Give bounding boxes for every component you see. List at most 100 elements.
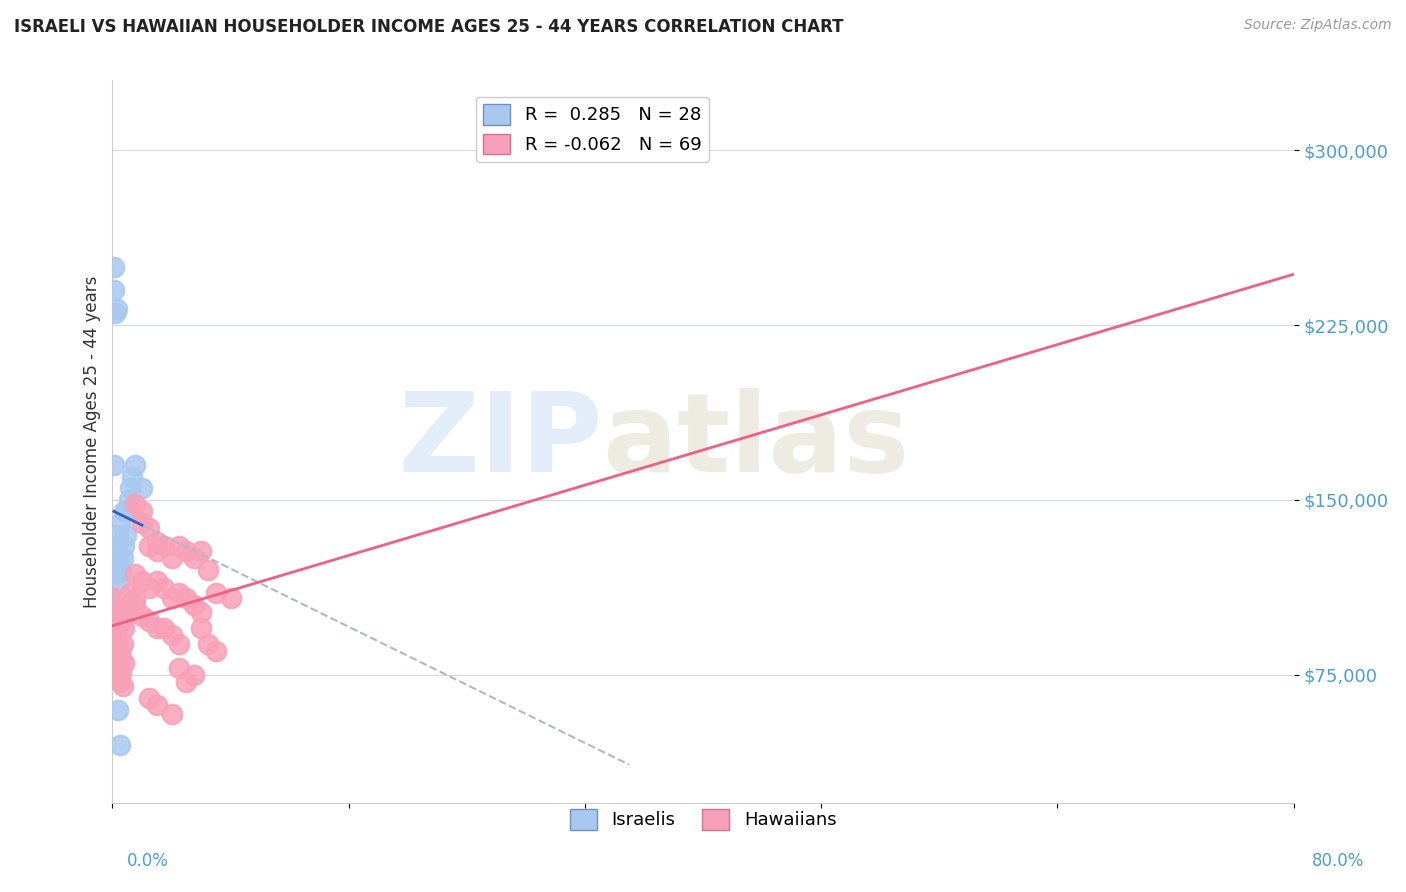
Point xyxy=(167,660,190,674)
Point xyxy=(105,644,128,658)
Point xyxy=(190,621,212,635)
Y-axis label: Householder Income Ages 25 - 44 years: Householder Income Ages 25 - 44 years xyxy=(83,276,101,607)
Point xyxy=(174,674,197,689)
Point xyxy=(131,574,153,589)
Text: Source: ZipAtlas.com: Source: ZipAtlas.com xyxy=(1244,18,1392,32)
Point xyxy=(104,637,127,651)
Point xyxy=(131,504,153,518)
Point xyxy=(138,540,160,554)
Point xyxy=(105,667,128,681)
Point xyxy=(107,551,129,566)
Point xyxy=(108,644,131,658)
Point xyxy=(107,609,129,624)
Point xyxy=(104,614,127,628)
Point xyxy=(174,591,197,605)
Point xyxy=(160,628,183,642)
Point xyxy=(120,481,142,495)
Point xyxy=(167,637,190,651)
Point xyxy=(146,534,169,549)
Point xyxy=(105,301,128,316)
Point xyxy=(138,690,160,705)
Point xyxy=(205,586,228,600)
Text: 80.0%: 80.0% xyxy=(1312,852,1364,870)
Text: 0.0%: 0.0% xyxy=(127,852,169,870)
Point xyxy=(190,605,212,619)
Point xyxy=(103,458,125,472)
Point xyxy=(174,544,197,558)
Point xyxy=(111,679,134,693)
Point xyxy=(110,665,132,680)
Point xyxy=(112,621,135,635)
Point xyxy=(197,563,219,577)
Point xyxy=(138,521,160,535)
Point xyxy=(108,738,131,752)
Point xyxy=(197,637,219,651)
Point xyxy=(103,551,125,566)
Legend: Israelis, Hawaiians: Israelis, Hawaiians xyxy=(562,802,844,837)
Point xyxy=(105,621,128,635)
Point xyxy=(160,551,183,566)
Point xyxy=(114,528,136,542)
Point xyxy=(111,551,134,566)
Point xyxy=(131,516,153,530)
Point xyxy=(183,667,205,681)
Point xyxy=(105,540,128,554)
Point xyxy=(124,567,146,582)
Point xyxy=(107,702,129,716)
Point xyxy=(167,540,190,554)
Point xyxy=(103,591,125,605)
Point xyxy=(103,591,125,605)
Point xyxy=(110,651,132,665)
Point xyxy=(138,582,160,596)
Point xyxy=(104,621,127,635)
Point xyxy=(117,504,138,518)
Text: ZIP: ZIP xyxy=(399,388,603,495)
Point xyxy=(111,609,134,624)
Text: atlas: atlas xyxy=(603,388,910,495)
Point xyxy=(112,656,135,670)
Point xyxy=(112,540,135,554)
Point xyxy=(104,660,127,674)
Point xyxy=(124,498,146,512)
Point xyxy=(108,674,131,689)
Point xyxy=(107,528,129,542)
Point xyxy=(146,574,169,589)
Point xyxy=(160,707,183,722)
Point xyxy=(104,563,127,577)
Point xyxy=(124,591,146,605)
Point xyxy=(219,591,242,605)
Point xyxy=(183,551,205,566)
Point xyxy=(124,458,146,472)
Point xyxy=(138,614,160,628)
Point xyxy=(112,504,135,518)
Point xyxy=(107,660,129,674)
Point xyxy=(103,632,125,647)
Point xyxy=(160,591,183,605)
Point xyxy=(146,698,169,712)
Point xyxy=(104,306,127,320)
Point xyxy=(121,469,143,483)
Text: ISRAELI VS HAWAIIAN HOUSEHOLDER INCOME AGES 25 - 44 YEARS CORRELATION CHART: ISRAELI VS HAWAIIAN HOUSEHOLDER INCOME A… xyxy=(14,18,844,36)
Point xyxy=(120,586,142,600)
Point xyxy=(105,567,128,582)
Point xyxy=(107,637,129,651)
Point xyxy=(153,582,176,596)
Point xyxy=(205,644,228,658)
Point xyxy=(117,598,138,612)
Point xyxy=(110,614,132,628)
Point xyxy=(124,598,146,612)
Point xyxy=(146,544,169,558)
Point xyxy=(153,621,176,635)
Point xyxy=(111,637,134,651)
Point xyxy=(183,598,205,612)
Point xyxy=(110,563,132,577)
Point xyxy=(108,574,131,589)
Point xyxy=(153,540,176,554)
Point xyxy=(146,621,169,635)
Point xyxy=(131,609,153,624)
Point xyxy=(131,481,153,495)
Point xyxy=(167,586,190,600)
Point xyxy=(118,492,141,507)
Point xyxy=(103,260,125,274)
Point xyxy=(108,516,131,530)
